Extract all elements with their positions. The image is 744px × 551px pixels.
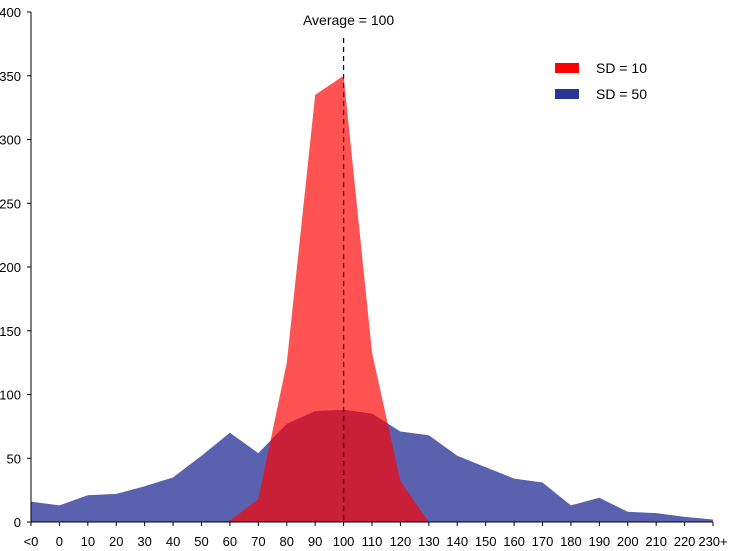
- x-tick-label: 110: [362, 534, 383, 549]
- x-tick-label: 120: [390, 534, 412, 549]
- x-tick-label: 180: [560, 534, 582, 549]
- legend: SD = 10 SD = 50: [555, 60, 647, 102]
- legend-label: SD = 10: [596, 60, 647, 76]
- area-series-sd-10: [31, 75, 713, 523]
- x-tick-label: <0: [24, 534, 39, 549]
- x-tick-label: 230+: [698, 534, 727, 549]
- x-tick-label: 30: [137, 534, 151, 549]
- y-tick-label: 200: [0, 260, 21, 275]
- x-tick-label: 220: [674, 534, 696, 549]
- average-annotation: Average = 100: [303, 12, 394, 522]
- x-tick-label: 160: [503, 534, 525, 549]
- x-tick-label: 140: [446, 534, 468, 549]
- x-tick-label: 190: [588, 534, 610, 549]
- y-tick-label: 50: [7, 451, 21, 466]
- x-tick-label: 200: [617, 534, 639, 549]
- x-tick-labels: <0 0 10 20 30 40 50 60 70 80 90 100 110 120 130 140 150 1…: [24, 522, 728, 549]
- y-tick-label: 0: [14, 515, 21, 530]
- chart-areas: [31, 75, 713, 523]
- x-tick-label: 210: [645, 534, 667, 549]
- x-tick-label: 90: [308, 534, 322, 549]
- x-tick-label: 80: [280, 534, 294, 549]
- y-tick-labels: 0 50 100 150 200 250 300 350 400: [0, 5, 31, 530]
- x-tick-label: 170: [532, 534, 554, 549]
- legend-swatch: [555, 63, 579, 73]
- legend-label: SD = 50: [596, 86, 647, 102]
- x-tick-label: 130: [418, 534, 440, 549]
- y-tick-label: 300: [0, 133, 21, 148]
- x-tick-label: 150: [475, 534, 497, 549]
- y-tick-label: 250: [0, 196, 21, 211]
- x-tick-label: 10: [81, 534, 95, 549]
- x-tick-label: 40: [166, 534, 180, 549]
- x-tick-label: 0: [56, 534, 63, 549]
- x-tick-label: 100: [333, 534, 355, 549]
- x-tick-label: 60: [223, 534, 237, 549]
- x-tick-label: 70: [251, 534, 265, 549]
- x-tick-label: 20: [109, 534, 123, 549]
- y-tick-label: 100: [0, 388, 21, 403]
- y-tick-label: 350: [0, 69, 21, 84]
- y-tick-label: 150: [0, 324, 21, 339]
- x-tick-label: 50: [194, 534, 208, 549]
- y-tick-label: 400: [0, 5, 21, 20]
- average-label: Average = 100: [303, 12, 394, 28]
- legend-swatch: [555, 89, 579, 99]
